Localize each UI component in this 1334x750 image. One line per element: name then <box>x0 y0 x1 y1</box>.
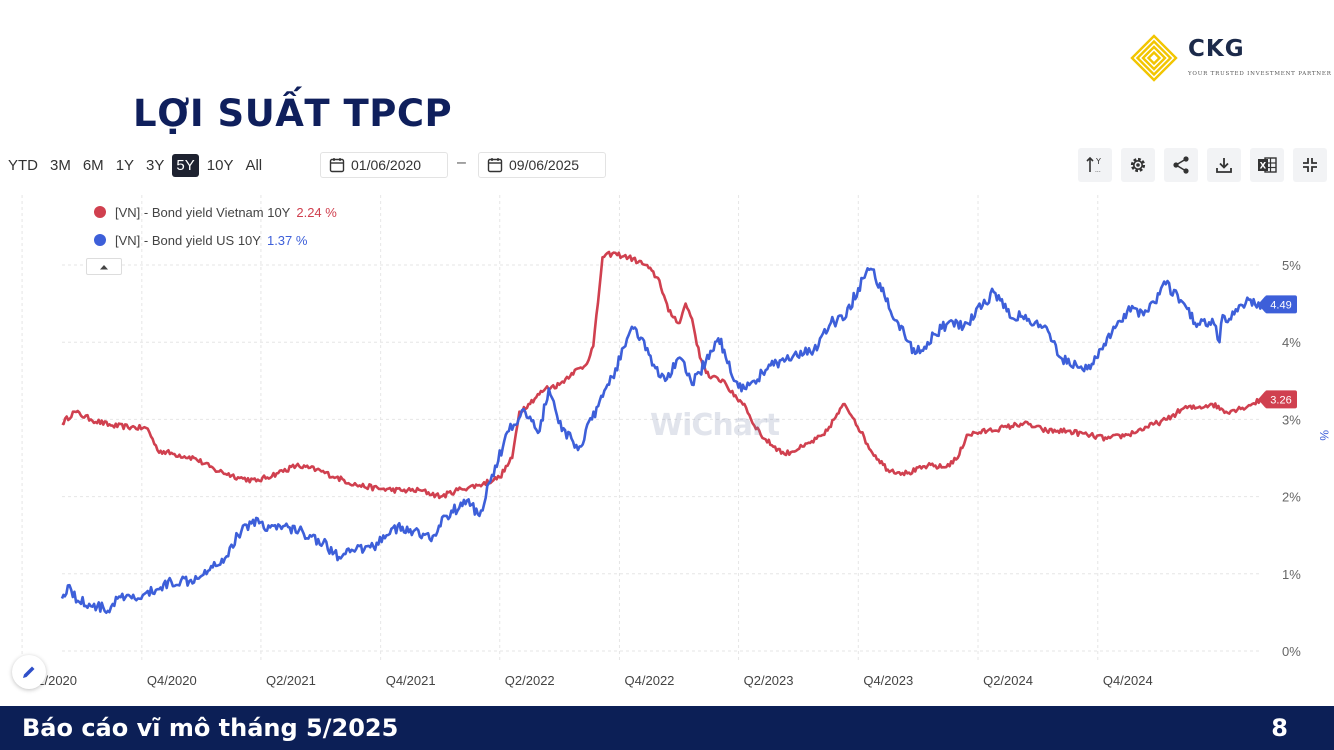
y-tick-label: 1% <box>1282 567 1301 582</box>
date-to-value: 09/06/2025 <box>509 157 580 173</box>
y-tick-label: 0% <box>1282 644 1301 659</box>
bond-yield-chart: 0%1%2%3%4%5%%Q2/2020 Q4/2020 Q2/2021 Q4/202… <box>21 195 1331 688</box>
share-icon[interactable] <box>1164 148 1198 182</box>
ckg-logo: CKG YOUR TRUSTED INVESTMENT PARTNER <box>1130 28 1331 88</box>
chart-watermark: WiChart <box>650 408 780 443</box>
x-tick-label: Q4/2023 <box>863 673 913 688</box>
x-tick-label: Q2/2023 <box>744 673 794 688</box>
range-3m-button[interactable]: 3M <box>50 156 71 174</box>
legend-dot-vietnam <box>94 206 106 218</box>
x-tick-label: Q4/2021 <box>386 673 436 688</box>
date-to-field[interactable]: 09/06/2025 <box>478 152 606 178</box>
x-tick-label: Q2/2024 <box>983 673 1033 688</box>
y-tick-label: 4% <box>1282 335 1301 350</box>
date-from-field[interactable]: 01/06/2020 <box>320 152 448 178</box>
legend-label-us: [VN] - Bond yield US 10Y <box>115 232 261 248</box>
x-tick-label: Q4/2020 <box>147 673 197 688</box>
logo-name: CKG <box>1188 36 1245 62</box>
y-tick-label: 5% <box>1282 258 1301 273</box>
x-tick-label: Q2/2021 <box>266 673 316 688</box>
slide-title: LỢI SUẤT TPCP <box>133 92 453 135</box>
svg-text:...: ... <box>1095 167 1101 174</box>
caret-up-icon <box>100 264 108 269</box>
ckg-logo-mark <box>1130 34 1178 82</box>
range-6m-button[interactable]: 6M <box>82 156 104 174</box>
gear-icon[interactable] <box>1121 148 1155 182</box>
svg-text:X: X <box>1260 162 1267 172</box>
y-tick-label: 2% <box>1282 490 1301 505</box>
minimize-icon[interactable] <box>1293 148 1327 182</box>
range-5y-button[interactable]: 5Y <box>172 153 199 177</box>
legend-value-us: 1.37 % <box>266 232 308 248</box>
last-value-label: 4.49 <box>1270 299 1291 311</box>
series-line-us <box>60 267 1264 615</box>
pencil-icon <box>23 666 35 678</box>
calendar-icon <box>329 158 345 173</box>
range-1y-button[interactable]: 1Y <box>115 156 135 174</box>
logo-tagline: YOUR TRUSTED INVESTMENT PARTNER <box>1188 71 1332 77</box>
axis-settings-icon[interactable]: Y... <box>1078 148 1112 182</box>
x-tick-label: Q4/2024 <box>1103 673 1153 688</box>
series-line-vietnam <box>61 250 1263 500</box>
legend-item-us[interactable]: [VN] - Bond yield US 10Y 1.37 % <box>94 226 337 254</box>
logo-diamond-0 <box>1130 34 1178 82</box>
calendar-icon <box>487 158 503 173</box>
range-ytd-button[interactable]: YTD <box>8 156 38 174</box>
logo-diamond-1 <box>1135 39 1173 77</box>
y-axis-label: % <box>1317 430 1331 441</box>
legend-label-vietnam: [VN] - Bond yield Vietnam 10Y <box>115 204 291 220</box>
last-value-tag <box>1265 390 1297 409</box>
last-value-tag-arrow <box>1258 296 1265 313</box>
legend-collapse-button[interactable] <box>86 258 122 275</box>
x-tick-label: Q4/2022 <box>625 673 675 688</box>
legend-item-vietnam[interactable]: [VN] - Bond yield Vietnam 10Y 2.24 % <box>94 198 337 226</box>
chart-tools: Y... X <box>1078 148 1334 182</box>
range-toolbar: YTD 3M 6M 1Y 3Y 5Y 10Y All <box>4 150 270 180</box>
logo-diamond-2 <box>1141 45 1167 71</box>
range-all-button[interactable]: All <box>245 156 263 174</box>
logo-diamond-3 <box>1146 50 1162 66</box>
legend-value-vietnam: 2.24 % <box>296 204 337 220</box>
download-icon[interactable] <box>1207 148 1241 182</box>
date-from-value: 01/06/2020 <box>351 157 422 173</box>
x-tick-label: Q2/2022 <box>505 673 555 688</box>
svg-text:Y: Y <box>1095 157 1101 166</box>
range-3y-button[interactable]: 3Y <box>146 156 165 174</box>
y-tick-label: 3% <box>1282 412 1301 427</box>
last-value-tag-arrow <box>1258 391 1265 408</box>
page-number: 8 <box>1271 714 1288 742</box>
legend-dot-us <box>94 234 106 246</box>
footer-bar: Báo cáo vĩ mô tháng 5/2025 8 <box>0 706 1334 750</box>
chart-legend: [VN] - Bond yield Vietnam 10Y 2.24 % [VN… <box>94 198 337 254</box>
edit-button[interactable] <box>12 655 46 689</box>
last-value-label: 3.26 <box>1270 394 1291 406</box>
footer-title: Báo cáo vĩ mô tháng 5/2025 <box>22 714 399 742</box>
range-10y-button[interactable]: 10Y <box>206 156 234 174</box>
last-value-tag <box>1265 295 1297 314</box>
excel-icon[interactable]: X <box>1250 148 1284 182</box>
date-separator: – <box>457 154 466 171</box>
